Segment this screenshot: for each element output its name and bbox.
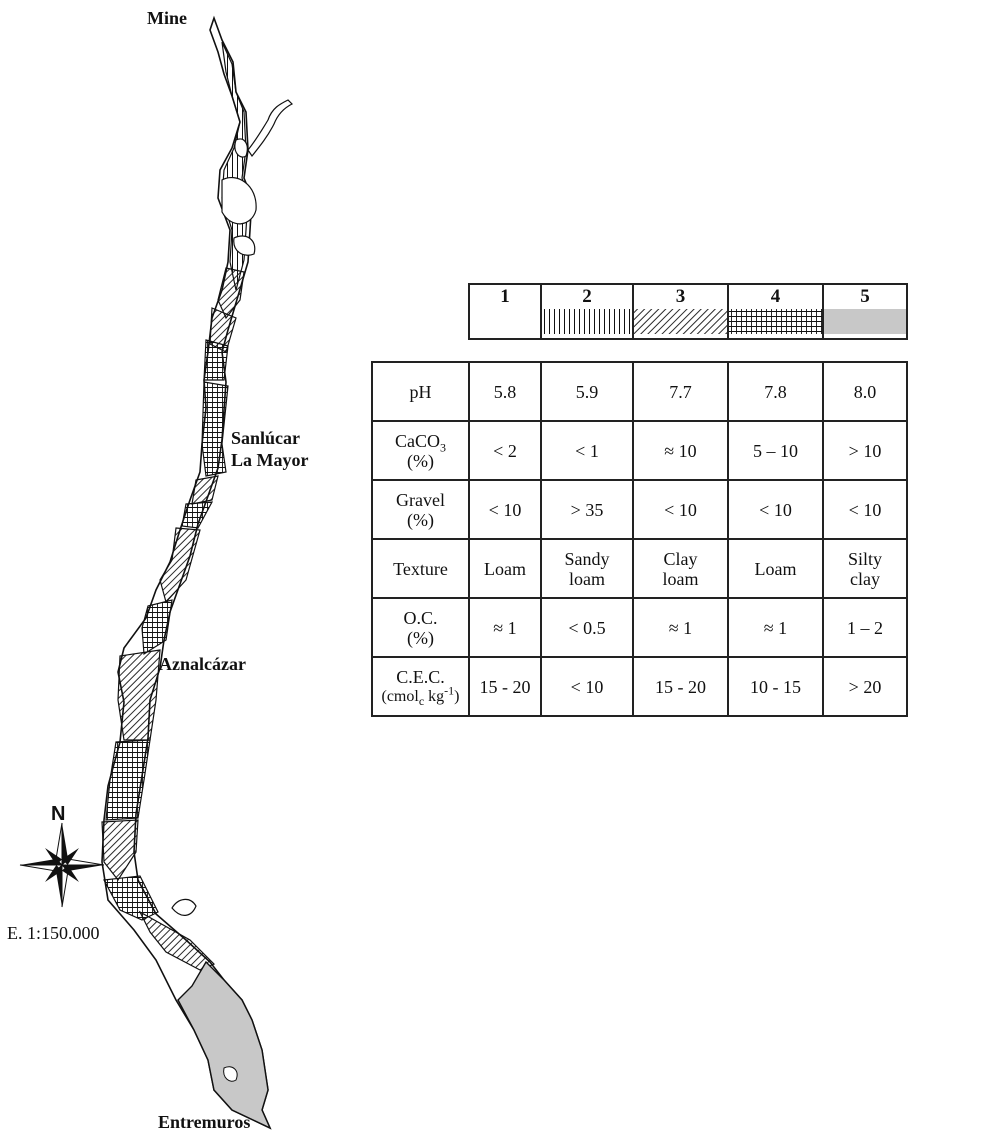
table-cell: ≈ 1 [727, 597, 824, 658]
row-label: CaCO3 (%) [371, 420, 470, 481]
table-row-texture: Texture Loam Sandy loam Clay loam Loam S… [371, 538, 908, 599]
table-cell: 15 - 20 [468, 656, 542, 717]
table-cell: < 1 [540, 420, 634, 481]
soil-class-3-area [117, 649, 161, 741]
map-scale: E. 1:150.000 [7, 923, 100, 943]
soil-class-1-island [221, 176, 257, 225]
soil-class-4-area [181, 501, 214, 529]
table-cell: > 20 [822, 656, 908, 717]
class-header: 3 [632, 283, 729, 309]
class-number-row: 1 2 3 4 5 [372, 283, 908, 309]
row-label: C.E.C. (cmolc kg-1) [371, 656, 470, 717]
class-header: 2 [540, 283, 634, 309]
place-label-sanlucar-line2: La Mayor [231, 450, 309, 470]
pattern-swatch-blank [468, 309, 542, 340]
river-valley-soil-map [19, 15, 294, 1130]
table-cell: < 2 [468, 420, 542, 481]
soil-properties-table: 1 2 3 4 5 pH 5.8 5.9 7.7 7.8 8.0 CaCO3 (… [371, 283, 908, 717]
table-cell: < 10 [727, 479, 824, 540]
class-header: 4 [727, 283, 824, 309]
table-cell: 15 - 20 [632, 656, 729, 717]
soil-class-4-area [203, 339, 229, 381]
class-header: 1 [468, 283, 542, 309]
table-cell: Loam [468, 538, 542, 599]
pattern-swatch-crosshatch [727, 309, 824, 340]
table-cell: 1 – 2 [822, 597, 908, 658]
row-label: Texture [371, 538, 470, 599]
place-label-sanlucar: Sanlúcar La Mayor [231, 427, 308, 471]
table-row-ph: pH 5.8 5.9 7.7 7.8 8.0 [371, 361, 908, 422]
table-cell: 10 - 15 [727, 656, 824, 717]
table-row-oc: O.C. (%) ≈ 1 < 0.5 ≈ 1 ≈ 1 1 – 2 [371, 597, 908, 658]
soil-class-1-island [234, 138, 248, 158]
soil-class-1-island [233, 235, 256, 256]
table-cell: < 10 [822, 479, 908, 540]
tributary [247, 99, 294, 158]
table-cell: Loam [727, 538, 824, 599]
table-cell: < 10 [468, 479, 542, 540]
pattern-swatch-diagonal-lines [632, 309, 729, 340]
inlet [171, 898, 197, 916]
soil-class-3-area [101, 819, 139, 882]
soil-class-5-area [177, 960, 272, 1130]
place-label-sanlucar-line1: Sanlúcar [231, 428, 301, 448]
place-label-entremuros: Entremuros [158, 1112, 251, 1132]
soil-class-3-area [191, 475, 219, 505]
place-label-aznalcazar: Aznalcázar [159, 654, 246, 674]
island [223, 1066, 238, 1082]
soil-class-3-area [159, 527, 201, 604]
compass-rose-icon [19, 822, 105, 908]
table-cell: 5.8 [468, 361, 542, 422]
pattern-swatch-row [372, 309, 908, 340]
table-cell: ≈ 1 [632, 597, 729, 658]
table-cell: < 0.5 [540, 597, 634, 658]
table-cell: ≈ 10 [632, 420, 729, 481]
row-label: O.C. (%) [371, 597, 470, 658]
table-row-cec: C.E.C. (cmolc kg-1) 15 - 20 < 10 15 - 20… [371, 656, 908, 717]
table-cell: < 10 [540, 656, 634, 717]
table-cell: ≈ 1 [468, 597, 542, 658]
soil-class-4-area [141, 599, 173, 656]
table-cell: 5 – 10 [727, 420, 824, 481]
table-row-gravel: Gravel (%) < 10 > 35 < 10 < 10 < 10 [371, 479, 908, 540]
table-cell: Clay loam [632, 538, 729, 599]
table-cell: < 10 [632, 479, 729, 540]
table-cell: Sandy loam [540, 538, 634, 599]
table-cell: 8.0 [822, 361, 908, 422]
table-cell: 5.9 [540, 361, 634, 422]
pattern-swatch-solid-gray [822, 309, 908, 340]
class-header: 5 [822, 283, 908, 309]
row-label: Gravel (%) [371, 479, 470, 540]
table-row-caco3: CaCO3 (%) < 2 < 1 ≈ 10 5 – 10 > 10 [371, 420, 908, 481]
table-cell: > 10 [822, 420, 908, 481]
soil-class-3-area [217, 267, 245, 320]
soil-class-4-area [103, 875, 159, 921]
table-cell: > 35 [540, 479, 634, 540]
table-cell: 7.7 [632, 361, 729, 422]
row-label: pH [371, 361, 470, 422]
north-label: N [51, 803, 66, 825]
place-label-mine: Mine [147, 8, 187, 28]
soil-class-4-area [105, 739, 151, 821]
table-cell: Silty clay [822, 538, 908, 599]
soil-class-3-area [138, 910, 216, 971]
pattern-swatch-vertical-lines [540, 309, 634, 340]
soil-class-4-area [201, 381, 229, 477]
table-cell: 7.8 [727, 361, 824, 422]
